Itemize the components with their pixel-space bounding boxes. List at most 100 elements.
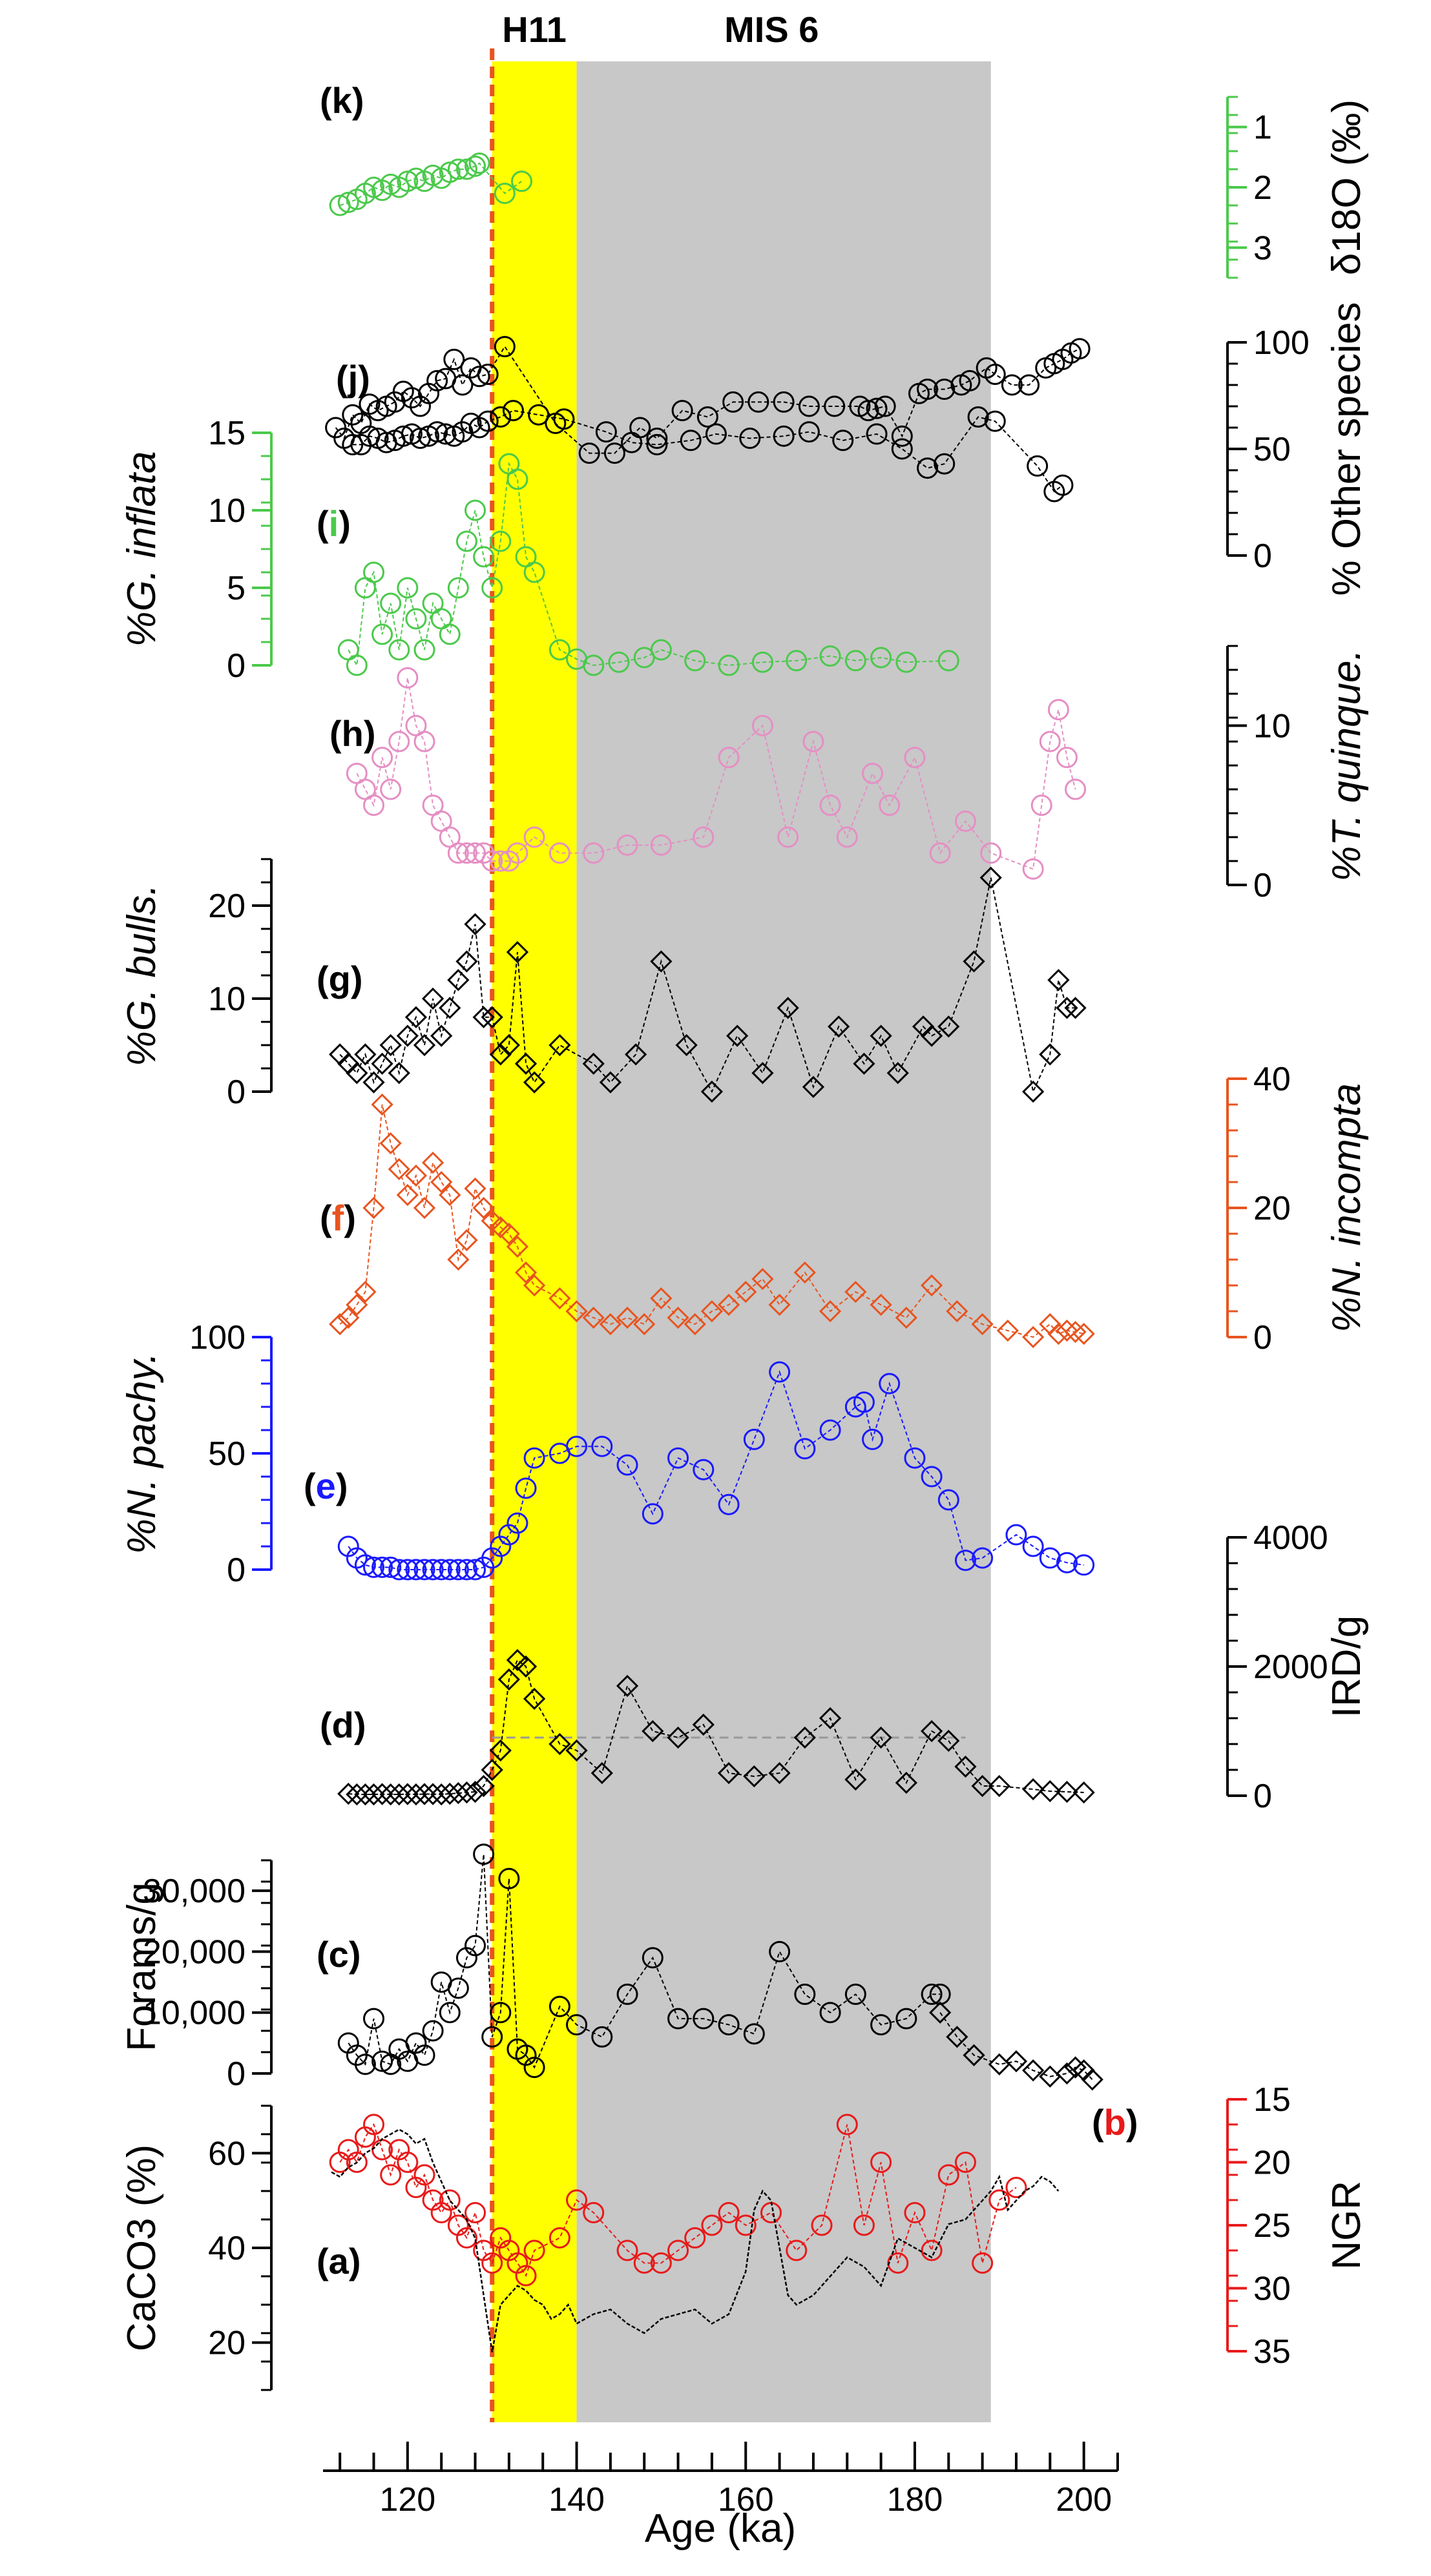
data-point-i	[895, 651, 917, 673]
data-point-b	[921, 2239, 943, 2261]
data-point-b	[735, 2214, 757, 2236]
data-point-k	[917, 379, 939, 400]
data-point-c	[1064, 2056, 1087, 2079]
data-point-i	[405, 608, 427, 630]
data-point-c	[794, 1983, 816, 2005]
data-point-i	[481, 577, 503, 599]
data-point-i	[650, 639, 672, 661]
data-point-e	[1056, 1552, 1078, 1574]
data-point-g	[751, 1062, 774, 1085]
x-tick-label: 160	[718, 2481, 774, 2519]
data-point-f	[421, 1151, 444, 1174]
data-point-i	[380, 592, 402, 614]
data-point-e	[591, 1435, 613, 1457]
data-point-e	[422, 1559, 444, 1581]
data-point-i	[751, 651, 773, 673]
data-point-b	[887, 2252, 909, 2274]
y-tick-label-b: 35	[1253, 2333, 1291, 2371]
data-point-g	[870, 1024, 892, 1047]
data-point-b	[667, 2239, 689, 2261]
data-point-e	[465, 1559, 486, 1581]
data-point-h	[693, 826, 715, 848]
data-point-d	[523, 1687, 546, 1710]
data-point-g	[404, 1006, 428, 1028]
data-point-j	[1052, 474, 1074, 496]
panel-c	[337, 1844, 1103, 2091]
data-point-d	[497, 1668, 520, 1691]
data-point-b	[972, 2252, 994, 2274]
data-point-b	[650, 2252, 672, 2274]
data-point-f	[844, 1280, 867, 1304]
data-point-d	[616, 1674, 639, 1698]
data-point-k	[443, 348, 465, 370]
data-point-k	[337, 191, 359, 213]
data-point-j	[680, 430, 702, 452]
data-point-h	[447, 842, 469, 864]
data-point-i	[371, 623, 393, 645]
data-point-k	[380, 173, 402, 195]
data-point-j	[739, 428, 761, 449]
y-tick-label-k: 2	[1253, 169, 1272, 207]
y-tick-label-f: 20	[1253, 1190, 1291, 1227]
y-axis-h: 0 10 %T. quinque.	[1226, 645, 1369, 904]
data-point-b	[566, 2189, 588, 2211]
data-point-g	[346, 1062, 368, 1085]
data-point-d	[642, 1719, 664, 1743]
data-point-h	[583, 842, 605, 864]
data-point-j	[392, 425, 414, 447]
data-point-d	[1072, 1781, 1095, 1804]
data-point-e	[616, 1454, 638, 1476]
data-point-k	[401, 387, 423, 409]
data-point-c	[819, 2002, 841, 2024]
panel-label-f: (f)	[320, 1198, 356, 1238]
y-tick-label-a: 40	[208, 2230, 245, 2267]
data-point-b	[481, 2252, 503, 2274]
data-point-k	[824, 395, 846, 417]
y-tick-label-d: 4000	[1253, 1519, 1328, 1557]
y-tick-label-e: 50	[208, 1435, 245, 1473]
data-point-e	[405, 1559, 427, 1581]
data-point-g	[455, 950, 478, 973]
data-point-c	[743, 2023, 765, 2045]
y-axis-title-a: CaCO3 (%)	[120, 2145, 164, 2351]
y-tick-label-i: 0	[227, 647, 245, 685]
data-point-e	[566, 1435, 588, 1457]
data-point-g	[362, 1071, 385, 1094]
data-point-h	[904, 747, 926, 769]
data-point-f	[439, 1183, 461, 1207]
panel-label-c: (c)	[317, 1934, 360, 1975]
data-point-e	[337, 1535, 359, 1557]
data-point-i	[583, 654, 605, 676]
data-point-i	[439, 623, 461, 645]
panel-f	[329, 1093, 1095, 1349]
y-axis-title-k: δ18O (‰)	[1324, 99, 1369, 275]
y-axis-title-g: %G. bulls.	[120, 884, 164, 1067]
data-point-k	[405, 167, 427, 189]
data-point-d	[362, 1783, 385, 1806]
data-point-d	[514, 1655, 538, 1678]
y-tick-label-j: 0	[1253, 537, 1272, 575]
x-axis: Age (ka) 120 140 160 180 200	[323, 2442, 1119, 2551]
data-point-d	[548, 1732, 571, 1756]
data-point-h	[650, 834, 672, 856]
data-point-b	[633, 2252, 655, 2274]
data-point-g	[599, 1071, 622, 1094]
data-point-f	[793, 1261, 816, 1284]
data-point-d	[971, 1774, 994, 1798]
data-point-f	[413, 1196, 436, 1220]
data-point-k	[511, 171, 532, 192]
data-point-c	[523, 2057, 545, 2079]
data-point-d	[590, 1761, 613, 1785]
data-point-h	[980, 842, 1002, 864]
data-point-b	[701, 2214, 723, 2236]
data-point-d	[844, 1768, 867, 1791]
x-axis-title: Age (ka)	[645, 2506, 796, 2551]
data-point-g	[464, 913, 486, 935]
data-point-k	[603, 442, 625, 464]
data-point-k	[494, 182, 516, 204]
panel-h	[346, 667, 1087, 880]
data-point-g	[472, 1006, 495, 1028]
y-tick-label-h: 0	[1253, 867, 1272, 904]
data-point-k	[578, 442, 600, 464]
